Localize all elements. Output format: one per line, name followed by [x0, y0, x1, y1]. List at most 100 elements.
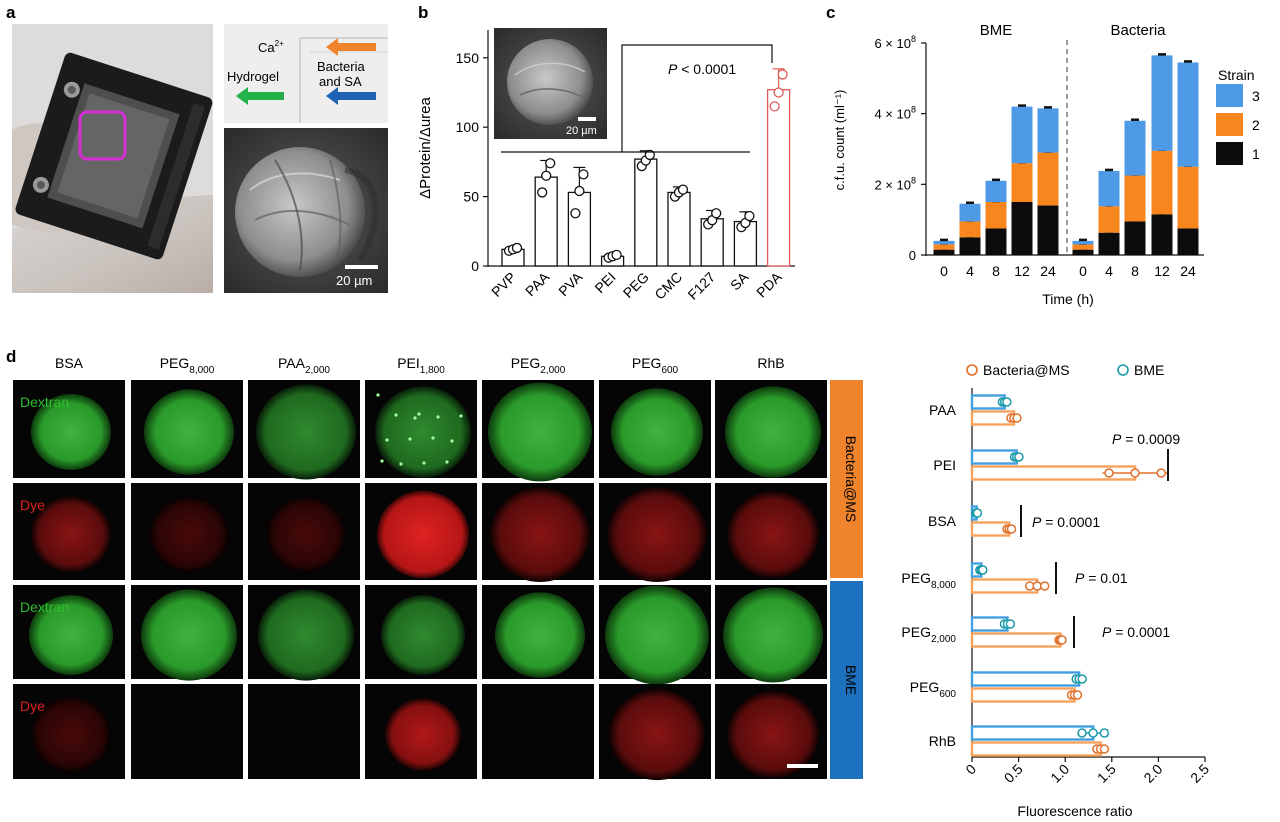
speckle: [431, 436, 435, 440]
chart-c-xlabel: Time (h): [1042, 291, 1094, 307]
chart-c-bar-segment: [1037, 152, 1059, 206]
panel-d-side-label: Bacteria@MS: [843, 436, 859, 523]
chart-d-xtick-label: 0.5: [1001, 761, 1026, 786]
sem-scalebar-label: 20 µm: [336, 273, 372, 288]
chart-b-point: [578, 169, 589, 180]
chart-c-legend-title: Strain: [1218, 67, 1255, 83]
chart-d-bar: [970, 725, 1095, 741]
chart-c-legend-swatch: [1216, 142, 1243, 165]
chart-d-xtick-label: 2.5: [1187, 761, 1212, 786]
micrograph-cell: [482, 483, 594, 582]
panel-d-row-label: Dye: [20, 497, 45, 513]
chart-b-point: [574, 185, 585, 197]
chart-c-bar-segment: [985, 180, 1007, 202]
sem-micrograph: 20 µm: [224, 128, 388, 293]
chart-c-bar-segment: [1037, 205, 1059, 255]
speckle: [417, 412, 421, 416]
panel-d-column-header: PEI1,800: [397, 355, 445, 376]
chart-c-bar-segment: [1151, 150, 1173, 215]
blue-arrow: [326, 87, 376, 105]
panel-c-letter: c: [826, 3, 835, 22]
chart-c-bar-segment: [1011, 202, 1033, 255]
chart-c-xtick-label: 4: [1105, 263, 1113, 279]
chart-c-legend: Strain 3 2 1: [1216, 67, 1260, 165]
panel-c: c BME Bacteria 0 2 × 108 4 × 108 6 × 108 c.…: [826, 3, 1260, 307]
device-highlight-frame: [78, 110, 127, 161]
chart-b-xtick-label: PVA: [555, 268, 586, 299]
speckle: [380, 459, 384, 463]
chart-b-p-value: P < 0.0001: [668, 61, 736, 77]
speckle: [408, 437, 412, 441]
chart-c-xtick-label: 24: [1040, 263, 1056, 279]
chart-b-point: [744, 210, 755, 222]
chart-d-bar: [970, 632, 1062, 648]
chart-d-ytick-label: PEG2,000: [901, 624, 956, 645]
chart-d-point: [978, 565, 988, 575]
chart-c-bar-segment: [1151, 55, 1173, 151]
chart-d-point: [1088, 728, 1098, 738]
micrograph-cell: [365, 684, 477, 779]
micrograph-cell: [482, 684, 594, 779]
chart-b-point: [711, 208, 722, 219]
chart-b-point: [769, 101, 780, 112]
chart-c-bar-segment: [959, 237, 981, 255]
chart-d-xtick-label: 0: [962, 761, 979, 778]
bacteria-label-line1: Bacteria: [317, 59, 365, 74]
panel-b-letter: b: [418, 3, 428, 22]
chart-d-point: [1039, 581, 1050, 591]
chart-b-point: [777, 69, 788, 80]
chart-c-bar-segment: [1098, 206, 1120, 233]
chart-d-point: [1014, 452, 1024, 462]
chart-c-bar-segment: [1177, 166, 1199, 229]
chart-b-xtick-label: PEI: [591, 269, 618, 296]
chart-d-ytick-label: PEG8,000: [901, 570, 956, 591]
chart-d-xtick-label: 1.5: [1094, 761, 1119, 786]
chart-d-ytick-label: PEI: [933, 457, 956, 473]
chart-c-bar-segment: [959, 203, 981, 222]
chart-b-bar: [766, 89, 791, 267]
device-photo: [12, 24, 213, 293]
sem-scalebar: [345, 265, 378, 269]
micrograph-cell: [13, 483, 125, 580]
chart-d-point: [972, 508, 983, 518]
chart-c-legend-label: 2: [1252, 117, 1260, 133]
micrograph-cell: [248, 585, 360, 681]
chart-b-xtick-label: SA: [727, 268, 752, 293]
chart-c-legend-label: 3: [1252, 88, 1260, 104]
micrograph-cell: [482, 380, 594, 482]
chart-c-xtick-label: 0: [940, 263, 948, 279]
chart-c-group-bme: BME: [980, 22, 1013, 39]
chart-d-ytick-label: PAA: [929, 402, 957, 418]
chart-b-inset-sem: 20 µm: [494, 28, 607, 139]
chart-d-xtick-label: 1.0: [1047, 761, 1072, 786]
micrograph-cell: [715, 483, 827, 580]
chart-c-group-bacteria: Bacteria: [1110, 22, 1166, 39]
speckle: [376, 393, 380, 397]
micrograph-cell: [13, 684, 125, 779]
chart-d-point: [1104, 468, 1114, 478]
panel-d-letter: d: [6, 347, 16, 366]
chart-c-bar-segment: [1098, 232, 1120, 255]
micrograph-cell: [599, 684, 711, 781]
micrograph-cell: [599, 585, 711, 685]
hydrogel-label: Hydrogel: [227, 69, 279, 84]
chart-c-xtick-label: 12: [1014, 263, 1030, 279]
chart-b-bar: [667, 191, 691, 267]
chart-d-point: [1006, 524, 1017, 534]
chart-d-xlabel: Fluorescence ratio: [1017, 803, 1132, 819]
chart-b-point: [773, 87, 784, 98]
chart-c-bar-segment: [1124, 221, 1146, 255]
panel-d-column-header: PEG600: [632, 355, 679, 376]
panel-d-column-header: PEG8,000: [160, 355, 215, 376]
chart-c-bar-segment: [1072, 240, 1094, 245]
micrograph-cell: [131, 483, 243, 580]
chart-c-xtick-label: 24: [1180, 263, 1196, 279]
chart-c-bar-segment: [985, 202, 1007, 229]
chart-b-ylabel: ΔProtein/Δurea: [417, 96, 434, 198]
micrograph-cell: [13, 585, 125, 679]
chart-b-xtick-label: F127: [684, 269, 718, 303]
speckle: [436, 415, 440, 419]
panel-d-side-band: [830, 380, 863, 578]
speckle: [422, 461, 426, 465]
